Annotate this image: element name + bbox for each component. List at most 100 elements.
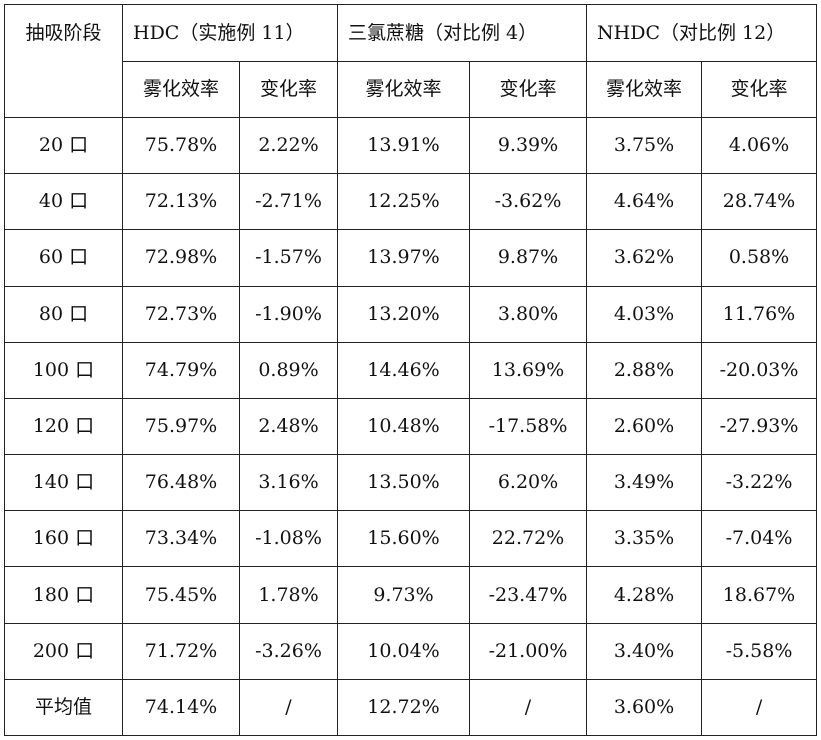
row-stage-cell: 平均值 [4, 678, 123, 737]
change-rate-cell: -3.22% [701, 454, 818, 512]
table-row: 160 口 73.34% -1.08% 15.60% 22.72% 3.35% -7.04% [4, 510, 818, 568]
change-rate-cell: 3.16% [239, 454, 338, 512]
change-rate-cell: 18.67% [701, 566, 818, 624]
change-rate-cell: 22.72% [468, 510, 588, 568]
efficiency-cell: 4.64% [586, 173, 703, 231]
efficiency-cell: 72.73% [122, 285, 240, 343]
change-rate-cell: 9.39% [468, 116, 588, 175]
row-stage-cell: 80 口 [4, 285, 123, 343]
header-group-sucralose: 三氯蔗糖（对比例 4） [336, 4, 588, 62]
change-rate-cell: / [468, 678, 588, 737]
efficiency-cell: 4.03% [586, 285, 703, 343]
efficiency-cell: 74.79% [122, 341, 240, 399]
change-rate-cell: -17.58% [468, 397, 588, 456]
efficiency-cell: 10.48% [337, 397, 470, 456]
change-rate-cell: -2.71% [239, 173, 338, 231]
table-row: 80 口 72.73% -1.90% 13.20% 3.80% 4.03% 11.76% [4, 285, 818, 343]
header-sub-change: 变化率 [468, 61, 588, 118]
table-container: 抽吸阶段 HDC（实施例 11） 三氯蔗糖（对比例 4） NHDC（对比例 12… [4, 4, 818, 737]
change-rate-cell: 0.58% [701, 229, 818, 287]
efficiency-cell: 14.46% [337, 341, 470, 399]
table-row: 100 口 74.79% 0.89% 14.46% 13.69% 2.88% -20.03% [4, 341, 818, 399]
efficiency-cell: 3.49% [586, 454, 703, 512]
efficiency-cell: 75.78% [122, 116, 240, 175]
row-stage-cell: 180 口 [4, 566, 123, 624]
efficiency-cell: 12.25% [337, 173, 470, 231]
change-rate-cell: 3.80% [468, 285, 588, 343]
efficiency-cell: 3.35% [586, 510, 703, 568]
row-stage-cell: 40 口 [4, 173, 123, 231]
change-rate-cell: -27.93% [701, 397, 818, 456]
header-row-groups: 抽吸阶段 HDC（实施例 11） 三氯蔗糖（对比例 4） NHDC（对比例 12… [4, 4, 818, 118]
change-rate-cell: 2.22% [239, 116, 338, 175]
change-rate-cell: -1.57% [239, 229, 338, 287]
efficiency-cell: 4.28% [586, 566, 703, 624]
header-sub-efficiency: 雾化效率 [337, 61, 470, 118]
efficiency-cell: 15.60% [337, 510, 470, 568]
change-rate-cell: / [239, 678, 338, 737]
change-rate-cell: -20.03% [701, 341, 818, 399]
efficiency-cell: 13.97% [337, 229, 470, 287]
header-sub-efficiency: 雾化效率 [586, 61, 703, 118]
change-rate-cell: -1.90% [239, 285, 338, 343]
change-rate-cell: -21.00% [468, 622, 588, 680]
change-rate-cell: -5.58% [701, 622, 818, 680]
header-row-sub: 雾化效率 变化率 雾化效率 变化率 雾化效率 变化率 [5, 61, 818, 118]
efficiency-cell: 13.91% [337, 116, 470, 175]
change-rate-cell: 2.48% [239, 397, 338, 456]
row-stage-cell: 20 口 [4, 116, 123, 175]
change-rate-cell: -3.26% [239, 622, 338, 680]
row-stage-cell: 160 口 [4, 510, 123, 568]
row-stage-cell: 100 口 [4, 341, 123, 399]
change-rate-cell: -3.62% [468, 173, 588, 231]
change-rate-cell: 1.78% [239, 566, 338, 624]
table-row: 140 口 76.48% 3.16% 13.50% 6.20% 3.49% -3.22% [4, 454, 818, 512]
table-row: 180 口 75.45% 1.78% 9.73% -23.47% 4.28% 18.67% [4, 566, 818, 624]
change-rate-cell: 28.74% [701, 173, 818, 231]
table-row: 200 口 71.72% -3.26% 10.04% -21.00% 3.40% -5.58… [4, 622, 818, 680]
header-stage: 抽吸阶段 [4, 4, 123, 118]
change-rate-cell: 0.89% [239, 341, 338, 399]
change-rate-cell: / [701, 678, 818, 737]
efficiency-cell: 75.45% [122, 566, 240, 624]
change-rate-cell: 6.20% [468, 454, 588, 512]
row-stage-cell: 60 口 [4, 229, 123, 287]
change-rate-cell: 11.76% [701, 285, 818, 343]
change-rate-cell: 9.87% [468, 229, 588, 287]
table-row: 120 口 75.97% 2.48% 10.48% -17.58% 2.60% -27.93… [4, 397, 818, 456]
efficiency-cell: 13.20% [337, 285, 470, 343]
header-sub-change: 变化率 [239, 61, 338, 118]
efficiency-cell: 3.75% [586, 116, 703, 175]
data-table: 抽吸阶段 HDC（实施例 11） 三氯蔗糖（对比例 4） NHDC（对比例 12… [4, 4, 818, 737]
table-row: 20 口 75.78% 2.22% 13.91% 9.39% 3.75% 4.06% [4, 116, 818, 175]
table-row: 60 口 72.98% -1.57% 13.97% 9.87% 3.62% 0.58% [4, 229, 818, 287]
header-group-hdc: HDC（实施例 11） [122, 4, 338, 62]
efficiency-cell: 2.60% [586, 397, 703, 456]
efficiency-cell: 71.72% [122, 622, 240, 680]
table-body: 20 口 75.78% 2.22% 13.91% 9.39% 3.75% 4.06% 40 口… [4, 116, 818, 737]
efficiency-cell: 3.60% [586, 678, 703, 737]
change-rate-cell: -1.08% [239, 510, 338, 568]
header-sub-change: 变化率 [701, 61, 818, 118]
change-rate-cell: 4.06% [701, 116, 818, 175]
efficiency-cell: 75.97% [122, 397, 240, 456]
table-row: 平均值 74.14%/12.72%/3.60% / [4, 678, 818, 737]
change-rate-cell: -23.47% [468, 566, 588, 624]
efficiency-cell: 3.40% [586, 622, 703, 680]
row-stage-cell: 140 口 [4, 454, 123, 512]
table-row: 40 口 72.13% -2.71% 12.25% -3.62% 4.64% 28.74% [4, 173, 818, 231]
efficiency-cell: 2.88% [586, 341, 703, 399]
change-rate-cell: 13.69% [468, 341, 588, 399]
efficiency-cell: 10.04% [337, 622, 470, 680]
header-sub-efficiency: 雾化效率 [122, 61, 240, 118]
efficiency-cell: 72.13% [122, 173, 240, 231]
header-group-nhdc: NHDC（对比例 12） [586, 4, 818, 62]
change-rate-cell: -7.04% [701, 510, 818, 568]
row-stage-cell: 120 口 [4, 397, 123, 456]
efficiency-cell: 76.48% [122, 454, 240, 512]
row-stage-cell: 200 口 [4, 622, 123, 680]
efficiency-cell: 74.14% [122, 678, 240, 737]
efficiency-cell: 3.62% [586, 229, 703, 287]
efficiency-cell: 13.50% [337, 454, 470, 512]
efficiency-cell: 72.98% [122, 229, 240, 287]
